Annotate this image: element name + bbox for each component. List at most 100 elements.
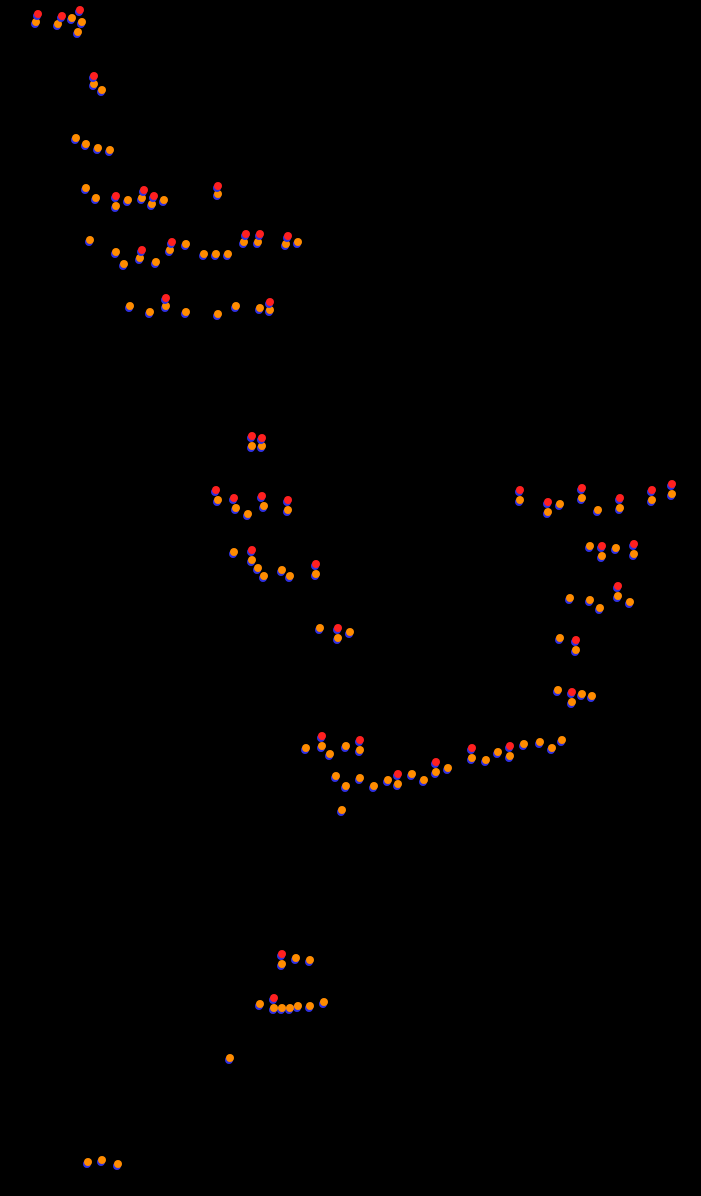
scatter-point	[554, 686, 562, 694]
scatter-point	[58, 12, 66, 20]
scatter-point	[140, 186, 148, 194]
scatter-point	[76, 6, 84, 14]
scatter-point	[112, 248, 120, 256]
scatter-point	[516, 496, 524, 504]
scatter-point	[74, 28, 82, 36]
scatter-point	[230, 494, 238, 502]
scatter-point	[520, 740, 528, 748]
scatter-point	[162, 294, 170, 302]
scatter-point	[258, 434, 266, 442]
scatter-point	[596, 604, 604, 612]
scatter-point	[266, 298, 274, 306]
scatter-point	[338, 806, 346, 814]
scatter-point	[214, 496, 222, 504]
scatter-point	[544, 498, 552, 506]
scatter-point	[482, 756, 490, 764]
scatter-point	[258, 492, 266, 500]
scatter-point	[270, 1004, 278, 1012]
scatter-point	[572, 636, 580, 644]
scatter-point	[630, 540, 638, 548]
scatter-point	[536, 738, 544, 746]
scatter-point	[556, 634, 564, 642]
scatter-point	[124, 196, 132, 204]
scatter-point	[312, 560, 320, 568]
scatter-point	[332, 772, 340, 780]
scatter-point	[146, 308, 154, 316]
scatter-point	[432, 768, 440, 776]
scatter-point	[616, 494, 624, 502]
scatter-point	[326, 750, 334, 758]
scatter-point	[260, 502, 268, 510]
scatter-point	[82, 140, 90, 148]
scatter-point	[98, 86, 106, 94]
scatter-point	[566, 594, 574, 602]
scatter-point	[248, 556, 256, 564]
scatter-point	[84, 1158, 92, 1166]
scatter-point	[200, 250, 208, 258]
scatter-point	[588, 692, 596, 700]
scatter-plot	[0, 0, 701, 1196]
scatter-point	[248, 546, 256, 554]
scatter-point	[306, 1002, 314, 1010]
scatter-point	[318, 742, 326, 750]
scatter-point	[72, 134, 80, 142]
scatter-point	[294, 1002, 302, 1010]
scatter-point	[320, 998, 328, 1006]
scatter-point	[254, 564, 262, 572]
scatter-point	[494, 748, 502, 756]
scatter-point	[614, 592, 622, 600]
scatter-point	[578, 484, 586, 492]
scatter-point	[316, 624, 324, 632]
scatter-point	[356, 774, 364, 782]
scatter-point	[668, 480, 676, 488]
scatter-point	[138, 246, 146, 254]
scatter-point	[82, 184, 90, 192]
scatter-point	[182, 308, 190, 316]
scatter-point	[614, 582, 622, 590]
scatter-point	[68, 14, 76, 22]
scatter-point	[278, 960, 286, 968]
scatter-point	[572, 646, 580, 654]
scatter-point	[90, 72, 98, 80]
scatter-point	[544, 508, 552, 516]
scatter-point	[278, 566, 286, 574]
scatter-point	[278, 1004, 286, 1012]
scatter-point	[278, 950, 286, 958]
scatter-point	[548, 744, 556, 752]
scatter-point	[230, 548, 238, 556]
scatter-point	[318, 732, 326, 740]
scatter-point	[312, 570, 320, 578]
scatter-point	[648, 486, 656, 494]
scatter-point	[256, 304, 264, 312]
scatter-point	[292, 954, 300, 962]
scatter-point	[356, 736, 364, 744]
scatter-point	[94, 144, 102, 152]
scatter-point	[260, 572, 268, 580]
scatter-point	[302, 744, 310, 752]
scatter-point	[558, 736, 566, 744]
scatter-point	[568, 698, 576, 706]
scatter-point	[556, 500, 564, 508]
scatter-point	[244, 510, 252, 518]
scatter-point	[182, 240, 190, 248]
scatter-point	[284, 506, 292, 514]
scatter-point	[248, 432, 256, 440]
scatter-point	[586, 542, 594, 550]
scatter-point	[506, 742, 514, 750]
scatter-point	[370, 782, 378, 790]
scatter-point	[506, 752, 514, 760]
scatter-point	[342, 782, 350, 790]
scatter-point	[468, 754, 476, 762]
scatter-point	[114, 1160, 122, 1168]
scatter-point	[224, 250, 232, 258]
scatter-point	[384, 776, 392, 784]
scatter-point	[232, 302, 240, 310]
scatter-point	[578, 690, 586, 698]
scatter-point	[150, 192, 158, 200]
scatter-point	[226, 1054, 234, 1062]
scatter-point	[616, 504, 624, 512]
scatter-point	[106, 146, 114, 154]
scatter-point	[212, 250, 220, 258]
scatter-point	[98, 1156, 106, 1164]
scatter-point	[86, 236, 94, 244]
